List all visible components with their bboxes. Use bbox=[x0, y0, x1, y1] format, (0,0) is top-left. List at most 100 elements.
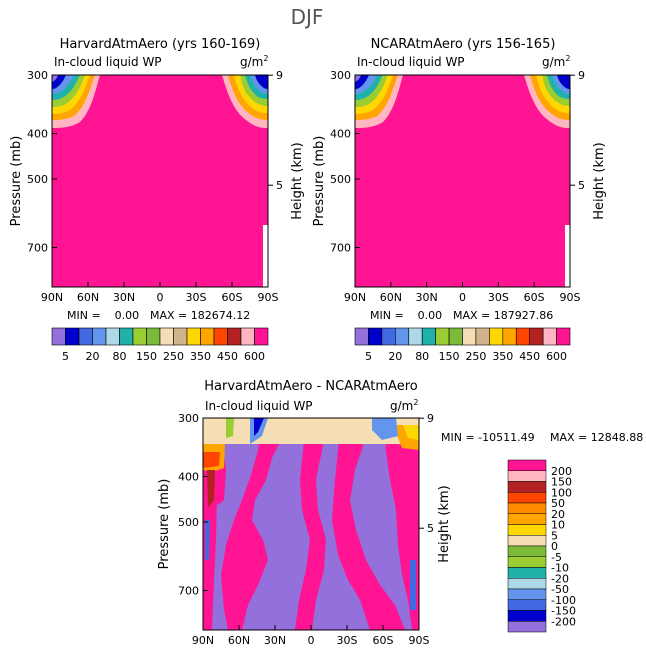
colorbar-label: 350 bbox=[492, 350, 513, 363]
colorbar-label: 0 bbox=[551, 540, 558, 553]
units-label: g/m2 bbox=[390, 398, 418, 413]
x-tick-label: 60N bbox=[228, 634, 250, 647]
difference-band-positive bbox=[332, 418, 405, 630]
colorbar-swatch bbox=[119, 327, 134, 346]
colorbar-swatch bbox=[507, 621, 547, 633]
panel-ncar: NCARAtmAero (yrs 156-165) In-cloud liqui… bbox=[312, 37, 607, 363]
colorbar-label: 450 bbox=[519, 350, 540, 363]
colorbar-label: 250 bbox=[465, 350, 486, 363]
colorbar-label: -5 bbox=[551, 551, 562, 564]
colorbar-label: 150 bbox=[136, 350, 157, 363]
colorbar-swatch bbox=[200, 327, 215, 346]
max-label: MAX = 12848.88 bbox=[550, 431, 643, 444]
colorbar-swatch bbox=[507, 492, 547, 504]
max-label: MAX = 187927.86 bbox=[453, 309, 553, 322]
colorbar-swatch bbox=[435, 327, 450, 346]
x-tick-label: 60S bbox=[373, 634, 394, 647]
units-label: g/m2 bbox=[240, 54, 268, 69]
difference-band-100 bbox=[207, 470, 215, 508]
x-tick-label: 60N bbox=[77, 291, 99, 304]
colorbar-swatch bbox=[507, 459, 547, 471]
colorbar-swatch bbox=[51, 327, 66, 346]
y-axis-right-label: Height (km) bbox=[592, 142, 607, 219]
y-tick-label: 500 bbox=[27, 173, 48, 186]
y-right-tick-label: 9 bbox=[276, 69, 283, 82]
y-tick-label: 700 bbox=[178, 584, 199, 597]
colorbar-swatch bbox=[421, 327, 436, 346]
y-right-tick-label: 9 bbox=[427, 412, 434, 425]
panel-subtitle: In-cloud liquid WP bbox=[357, 55, 465, 69]
colorbar: 5 20 80 150 250 350 450 600 bbox=[51, 327, 269, 363]
y-axis-right-label: Height (km) bbox=[437, 485, 452, 562]
panel-difference: HarvardAtmAero - NCARAtmAero In-cloud li… bbox=[157, 379, 643, 647]
colorbar-swatch bbox=[507, 545, 547, 557]
colorbar-label: 600 bbox=[546, 350, 567, 363]
x-tick-label: 60S bbox=[524, 291, 545, 304]
colorbar-label: 5 bbox=[365, 350, 372, 363]
colorbar-swatch bbox=[507, 481, 547, 493]
y-axis: 300 400 500 700 9 5 bbox=[178, 412, 434, 597]
y-tick-label: 400 bbox=[330, 128, 351, 141]
colorbar-swatch bbox=[507, 567, 547, 579]
panel-title: NCARAtmAero (yrs 156-165) bbox=[371, 37, 556, 52]
colorbar-swatch bbox=[354, 327, 369, 346]
x-tick-label: 30N bbox=[113, 291, 135, 304]
y-right-tick-label: 9 bbox=[578, 69, 585, 82]
colorbar-swatch bbox=[507, 556, 547, 568]
y-tick-label: 700 bbox=[27, 241, 48, 254]
x-tick-label: 0 bbox=[308, 634, 315, 647]
colorbar-swatch bbox=[368, 327, 383, 346]
colorbar-label: -100 bbox=[551, 594, 576, 607]
difference-band-50 bbox=[203, 452, 220, 468]
min-label: MIN = -10511.49 bbox=[441, 431, 535, 444]
x-axis: 90N 60N 30N 0 30S 60S 90S bbox=[41, 282, 279, 304]
colorbar-swatch bbox=[489, 327, 504, 346]
colorbar-swatch bbox=[408, 327, 423, 346]
colorbar-swatch bbox=[507, 610, 547, 622]
difference-band--100 bbox=[205, 520, 210, 560]
contour-band-20 bbox=[255, 75, 268, 89]
y-axis-label: Pressure (mb) bbox=[9, 136, 24, 227]
colorbar-label: 200 bbox=[551, 465, 572, 478]
y-right-tick-label: 5 bbox=[427, 522, 434, 535]
colorbar-swatch bbox=[507, 470, 547, 482]
colorbar-swatch bbox=[507, 578, 547, 590]
colorbar-label: -200 bbox=[551, 615, 576, 628]
y-tick-label: 300 bbox=[330, 69, 351, 82]
colorbar-label: 450 bbox=[217, 350, 238, 363]
colorbar-label: 350 bbox=[190, 350, 211, 363]
contour-band-20 bbox=[557, 75, 570, 89]
x-tick-label: 30S bbox=[186, 291, 207, 304]
page-title: DJF bbox=[291, 5, 324, 29]
colorbar-swatch bbox=[78, 327, 93, 346]
x-tick-label: 90S bbox=[560, 291, 581, 304]
max-label: MAX = 182674.12 bbox=[150, 309, 250, 322]
x-tick-label: 30S bbox=[488, 291, 509, 304]
colorbar-swatch bbox=[507, 535, 547, 547]
missing-data-strip bbox=[263, 225, 268, 287]
colorbar-label: -10 bbox=[551, 562, 569, 575]
colorbar-swatch bbox=[105, 327, 120, 346]
min-label: MIN = 0.00 bbox=[67, 309, 139, 322]
colorbar-swatch bbox=[213, 327, 228, 346]
difference-band-10 bbox=[403, 425, 419, 440]
colorbar-label: -50 bbox=[551, 583, 569, 596]
x-tick-label: 30N bbox=[416, 291, 438, 304]
colorbar-swatch bbox=[507, 502, 547, 514]
x-tick-label: 90S bbox=[409, 634, 430, 647]
y-axis-label: Pressure (mb) bbox=[312, 136, 327, 227]
colorbar-label: 20 bbox=[388, 350, 402, 363]
colorbar-swatch bbox=[186, 327, 201, 346]
colorbar-label: 5 bbox=[551, 529, 558, 542]
colorbar-label: 80 bbox=[415, 350, 429, 363]
min-label: MIN = 0.00 bbox=[370, 309, 442, 322]
x-tick-label: 30S bbox=[337, 634, 358, 647]
difference-band--100 bbox=[410, 560, 416, 610]
panel-subtitle: In-cloud liquid WP bbox=[54, 55, 162, 69]
missing-data-strip bbox=[565, 225, 570, 287]
difference-band-5 bbox=[226, 418, 234, 438]
panel-title: HarvardAtmAero (yrs 160-169) bbox=[60, 37, 261, 52]
difference-band-positive bbox=[295, 418, 330, 630]
colorbar-swatch bbox=[556, 327, 571, 346]
